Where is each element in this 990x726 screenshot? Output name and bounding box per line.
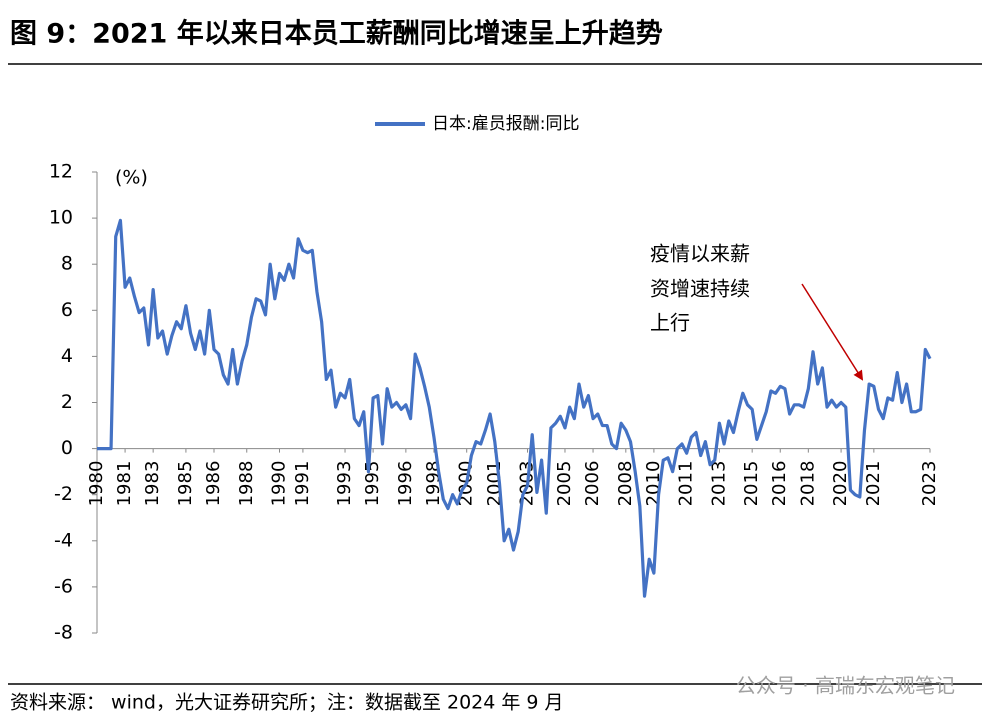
x-tick-label: 1995: [362, 461, 383, 507]
y-tick-label: -2: [54, 483, 73, 505]
annotation-line: 疫情以来薪: [650, 242, 750, 266]
y-tick-label: 6: [61, 299, 73, 321]
x-tick-label: 1991: [292, 461, 313, 507]
x-tick-label: 2008: [615, 461, 636, 507]
x-tick-label: 2006: [582, 461, 603, 507]
legend-label: 日本:雇员报酬:同比: [432, 114, 579, 134]
x-tick-label: 1986: [203, 461, 224, 507]
y-tick-label: 12: [49, 161, 73, 183]
x-tick-label: 2013: [708, 461, 729, 507]
y-tick-label: -8: [54, 622, 73, 644]
y-tick-label: 2: [61, 391, 73, 413]
x-tick-label: 1985: [175, 461, 196, 507]
x-tick-label: 2005: [554, 461, 575, 507]
x-tick-label: 1983: [142, 461, 163, 507]
y-tick-label: -4: [54, 529, 73, 551]
y-tick-label: 4: [61, 345, 73, 367]
x-tick-label: 2011: [676, 461, 697, 507]
x-tick-label: 2023: [919, 461, 940, 507]
y-unit: (%): [115, 167, 148, 189]
x-tick-label: 1981: [114, 461, 135, 507]
annotation-line: 上行: [650, 311, 690, 335]
chart-title: 图 9：2021 年以来日本员工薪酬同比增速呈上升趋势: [10, 18, 663, 50]
x-tick-label: 2021: [863, 461, 884, 507]
x-tick-label: 1993: [334, 461, 355, 507]
x-tick-label: 2020: [830, 461, 851, 507]
x-tick-label: 1996: [395, 461, 416, 507]
x-tick-label: 2016: [769, 461, 790, 507]
y-tick-label: -6: [54, 575, 73, 597]
x-tick-label: 1990: [269, 461, 290, 507]
x-tick-label: 2018: [797, 461, 818, 507]
y-tick-label: 8: [61, 253, 73, 275]
y-tick-label: 0: [61, 437, 73, 459]
data-line: [97, 218, 932, 598]
annotation-line: 资增速持续: [650, 277, 750, 301]
annotation: 疫情以来薪 资增速持续 上行: [650, 242, 750, 335]
annotation-arrow: [801, 283, 864, 381]
y-tick-label: 10: [49, 207, 73, 229]
x-tick-label: 2015: [741, 461, 762, 507]
x-tick-label: 1980: [86, 461, 107, 507]
source: 资料来源： wind，光大证券研究所；注：数据截至 2024 年 9 月: [10, 692, 564, 714]
x-tick-label: 1988: [236, 461, 257, 507]
watermark: 公众号 · 高瑞东宏观笔记: [736, 674, 955, 698]
